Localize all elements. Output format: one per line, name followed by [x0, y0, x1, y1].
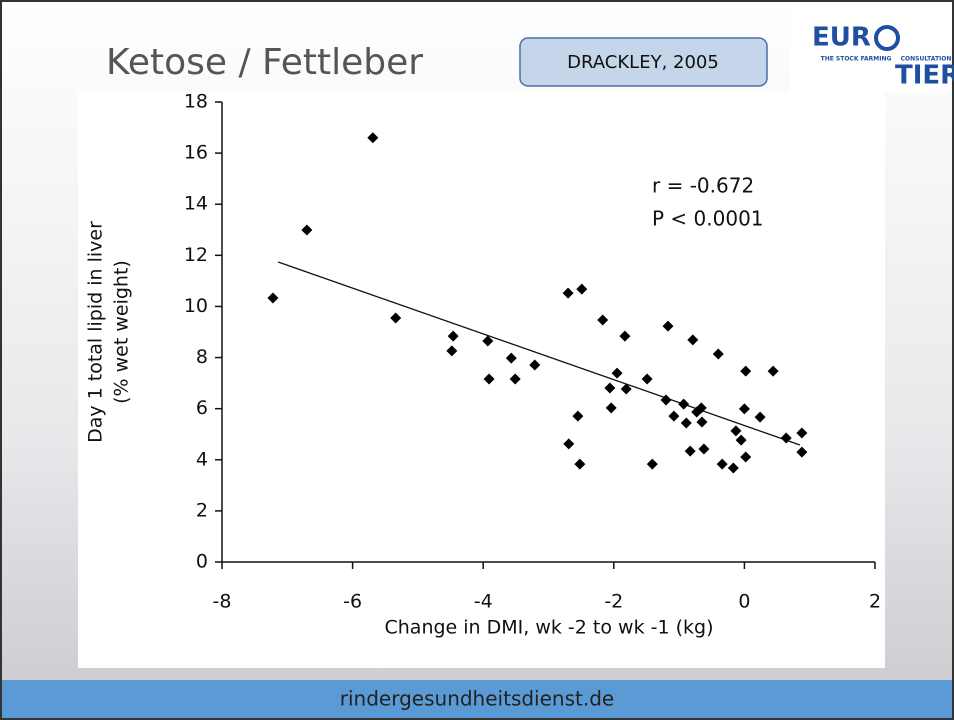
chart: 0 2 4 6 8 10 12 14 16 18 -8 -6 -4 -2 0 2 Change in DMI, … [85, 91, 882, 639]
point [730, 425, 742, 437]
point [563, 438, 575, 450]
point [390, 312, 402, 324]
trend-line [277, 261, 801, 446]
point [712, 348, 724, 360]
point [505, 352, 517, 364]
point [698, 443, 710, 455]
point [482, 335, 494, 347]
x-tick-label: 2 [869, 591, 881, 613]
x-axis-label: Change in DMI, wk -2 to wk -1 (kg) [385, 617, 714, 639]
logo-icon [874, 25, 900, 51]
point [740, 365, 752, 377]
point [611, 367, 623, 379]
point [767, 365, 779, 377]
point [597, 314, 609, 326]
point [605, 402, 617, 414]
y-tick-label: 2 [196, 499, 208, 521]
x-tick-label: -6 [343, 591, 362, 613]
source-text: DRACKLEY, 2005 [567, 52, 719, 73]
point [509, 373, 521, 385]
logo-text: EUR [812, 23, 871, 53]
point [780, 432, 792, 444]
point [529, 359, 541, 371]
y-axis-label: (% wet weight) [111, 260, 133, 404]
logo-text: THE STOCK FARMING [821, 56, 892, 63]
point [696, 416, 708, 428]
annotation: P < 0.0001 [652, 207, 764, 231]
point [574, 458, 586, 470]
y-tick-label: 10 [184, 295, 208, 317]
point [735, 434, 747, 446]
logo: EUR TIER THE STOCK FARMING CONSULTATION [790, 8, 954, 92]
point [684, 445, 696, 457]
point [662, 320, 674, 332]
y-tick-label: 8 [196, 346, 208, 368]
point [678, 398, 690, 410]
point [446, 345, 458, 357]
point [619, 330, 631, 342]
slide-title: Ketose / Fettleber [106, 42, 423, 83]
y-tick-label: 12 [184, 244, 208, 266]
chart-area [78, 92, 885, 668]
point [646, 458, 658, 470]
point [796, 446, 808, 458]
footer-band [2, 680, 952, 718]
point [754, 411, 766, 423]
point [695, 402, 707, 414]
point [668, 410, 680, 422]
point [687, 334, 699, 346]
y-tick-label: 16 [184, 142, 208, 164]
point [620, 383, 632, 395]
point [680, 417, 692, 429]
y-tick-label: 6 [196, 397, 208, 419]
point [727, 462, 739, 474]
point [572, 410, 584, 422]
point [576, 283, 588, 295]
point [796, 427, 808, 439]
point [716, 458, 728, 470]
annotation: r = -0.672 [652, 174, 754, 198]
x-tick-label: -4 [474, 591, 493, 613]
point [447, 330, 459, 342]
y-tick-label: 0 [196, 551, 208, 573]
x-tick-label: -8 [213, 591, 232, 613]
source-box [519, 37, 768, 87]
logo-background [790, 8, 950, 92]
x-tick-label: -2 [604, 591, 623, 613]
point [604, 382, 616, 394]
point [660, 394, 672, 406]
logo-text: CONSULTATION [901, 56, 952, 63]
point [641, 373, 653, 385]
point [740, 451, 752, 463]
y-axis-label: Day 1 total lipid in liver [85, 221, 107, 443]
footer-text: rindergesundheitsdienst.de [340, 687, 614, 711]
y-tick-label: 4 [196, 448, 208, 470]
x-tick-label: 0 [738, 591, 750, 613]
point [483, 373, 495, 385]
point [267, 292, 279, 304]
logo-text: TIER [895, 61, 954, 91]
point [562, 287, 574, 299]
y-tick-label: 18 [184, 91, 208, 113]
y-tick-label: 14 [184, 193, 208, 215]
point [738, 403, 750, 415]
point [367, 132, 379, 144]
point [301, 224, 313, 236]
